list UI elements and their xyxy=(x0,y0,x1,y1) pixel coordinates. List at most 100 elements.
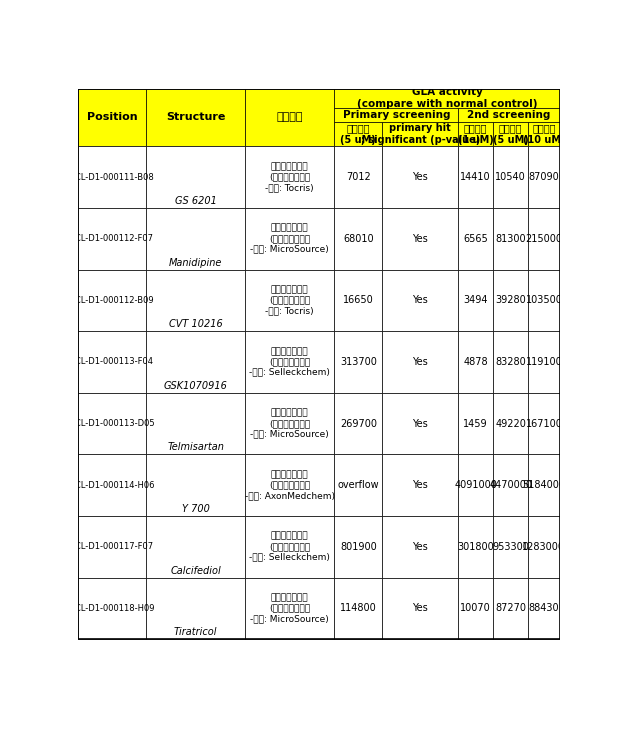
Text: CCL-D1-000111-B08: CCL-D1-000111-B08 xyxy=(70,173,154,182)
Text: 실험농도
(5 uM): 실험농도 (5 uM) xyxy=(493,123,529,145)
Text: Yes: Yes xyxy=(412,295,428,306)
Text: CVT 10216: CVT 10216 xyxy=(169,319,223,329)
Bar xyxy=(78,269,146,331)
Text: Yes: Yes xyxy=(412,418,428,429)
Bar xyxy=(334,578,383,639)
Text: Yes: Yes xyxy=(412,542,428,552)
Text: 39280: 39280 xyxy=(495,295,526,306)
Bar xyxy=(528,393,560,455)
Text: 301800: 301800 xyxy=(457,542,494,552)
Bar xyxy=(78,331,146,393)
Bar xyxy=(458,146,493,208)
Bar xyxy=(146,516,245,578)
Text: 10540: 10540 xyxy=(495,172,526,182)
Text: 한국화학연구원
(한국화합물은행
-구매: Tocris): 한국화학연구원 (한국화합물은행 -구매: Tocris) xyxy=(266,286,314,315)
Bar xyxy=(458,331,493,393)
Text: Structure: Structure xyxy=(166,112,225,123)
Text: 한국화학연구원
(한국화합물은행
-구매: AxonMedchem): 한국화학연구원 (한국화합물은행 -구매: AxonMedchem) xyxy=(244,470,335,500)
Text: Yes: Yes xyxy=(412,234,428,244)
Bar xyxy=(383,122,458,146)
Text: 215000: 215000 xyxy=(526,234,562,244)
Bar xyxy=(458,269,493,331)
Bar xyxy=(245,455,334,516)
Bar xyxy=(334,208,383,269)
Bar xyxy=(146,269,245,331)
Bar xyxy=(458,108,560,122)
Bar xyxy=(146,146,245,208)
Text: GLA activity
(compare with normal control): GLA activity (compare with normal contro… xyxy=(357,87,537,109)
Bar xyxy=(528,208,560,269)
Bar xyxy=(78,455,146,516)
Bar xyxy=(78,393,146,455)
Bar xyxy=(528,269,560,331)
Bar xyxy=(493,393,528,455)
Text: 2nd screening: 2nd screening xyxy=(467,110,550,120)
Text: 81300: 81300 xyxy=(495,234,526,244)
Bar xyxy=(458,393,493,455)
Bar xyxy=(458,208,493,269)
Text: 83280: 83280 xyxy=(495,357,526,367)
Text: 한국화학연구원
(한국화합물은행
-구매: MicroSource): 한국화학연구원 (한국화합물은행 -구매: MicroSource) xyxy=(250,224,329,254)
Text: CCL-D1-000117-F07: CCL-D1-000117-F07 xyxy=(70,542,154,551)
Bar xyxy=(458,455,493,516)
Bar xyxy=(334,393,383,455)
Bar xyxy=(528,578,560,639)
Bar xyxy=(458,578,493,639)
Bar xyxy=(146,89,245,146)
Text: 실험농도
(1 uM): 실험농도 (1 uM) xyxy=(458,123,494,145)
Text: CCL-D1-000114-H06: CCL-D1-000114-H06 xyxy=(69,480,155,489)
Text: Primary screening: Primary screening xyxy=(343,110,450,120)
Text: 114800: 114800 xyxy=(340,603,377,613)
Bar xyxy=(528,516,560,578)
Bar xyxy=(146,393,245,455)
Text: 119100: 119100 xyxy=(526,357,562,367)
Text: CCL-D1-000118-H09: CCL-D1-000118-H09 xyxy=(69,604,155,613)
Text: GS 6201: GS 6201 xyxy=(175,196,216,206)
Bar xyxy=(245,269,334,331)
Bar xyxy=(493,516,528,578)
Bar xyxy=(245,516,334,578)
Bar xyxy=(493,146,528,208)
Text: 3494: 3494 xyxy=(463,295,488,306)
Bar xyxy=(334,455,383,516)
Text: 한국화학연구원
(한국화합물은행
-구매: Tocris): 한국화학연구원 (한국화합물은행 -구매: Tocris) xyxy=(266,162,314,192)
Bar xyxy=(528,146,560,208)
Bar xyxy=(334,89,560,108)
Bar xyxy=(383,269,458,331)
Bar xyxy=(493,122,528,146)
Text: Calcifediol: Calcifediol xyxy=(170,565,221,576)
Bar xyxy=(245,331,334,393)
Bar xyxy=(493,331,528,393)
Text: 한국화학연구원
(한국화합물은행
-구매: Selleckchem): 한국화학연구원 (한국화합물은행 -구매: Selleckchem) xyxy=(249,347,330,377)
Bar xyxy=(383,393,458,455)
Bar xyxy=(493,208,528,269)
Text: Yes: Yes xyxy=(412,603,428,613)
Bar xyxy=(458,122,493,146)
Text: Yes: Yes xyxy=(412,172,428,182)
Text: 1459: 1459 xyxy=(463,418,488,429)
Text: 49220: 49220 xyxy=(495,418,526,429)
Bar xyxy=(493,269,528,331)
Text: 기탁기관: 기탁기관 xyxy=(276,112,303,123)
Bar xyxy=(334,146,383,208)
Bar xyxy=(334,122,383,146)
Bar xyxy=(383,516,458,578)
Bar xyxy=(245,89,334,146)
Bar xyxy=(383,208,458,269)
Bar xyxy=(334,331,383,393)
Text: 실험농도
(10 uM): 실험농도 (10 uM) xyxy=(522,123,565,145)
Text: 103500: 103500 xyxy=(526,295,562,306)
Bar xyxy=(383,578,458,639)
Text: 실험농도
(5 uM): 실험농도 (5 uM) xyxy=(340,123,376,145)
Text: 10070: 10070 xyxy=(460,603,491,613)
Text: 6565: 6565 xyxy=(463,234,488,244)
Text: 16650: 16650 xyxy=(343,295,374,306)
Text: Position: Position xyxy=(86,112,137,123)
Bar xyxy=(146,578,245,639)
Text: CCL-D1-000112-B09: CCL-D1-000112-B09 xyxy=(70,296,154,305)
Text: GSK1070916: GSK1070916 xyxy=(164,381,228,391)
Bar xyxy=(493,578,528,639)
Text: Yes: Yes xyxy=(412,480,428,490)
Text: Yes: Yes xyxy=(412,357,428,367)
Text: 801900: 801900 xyxy=(340,542,377,552)
